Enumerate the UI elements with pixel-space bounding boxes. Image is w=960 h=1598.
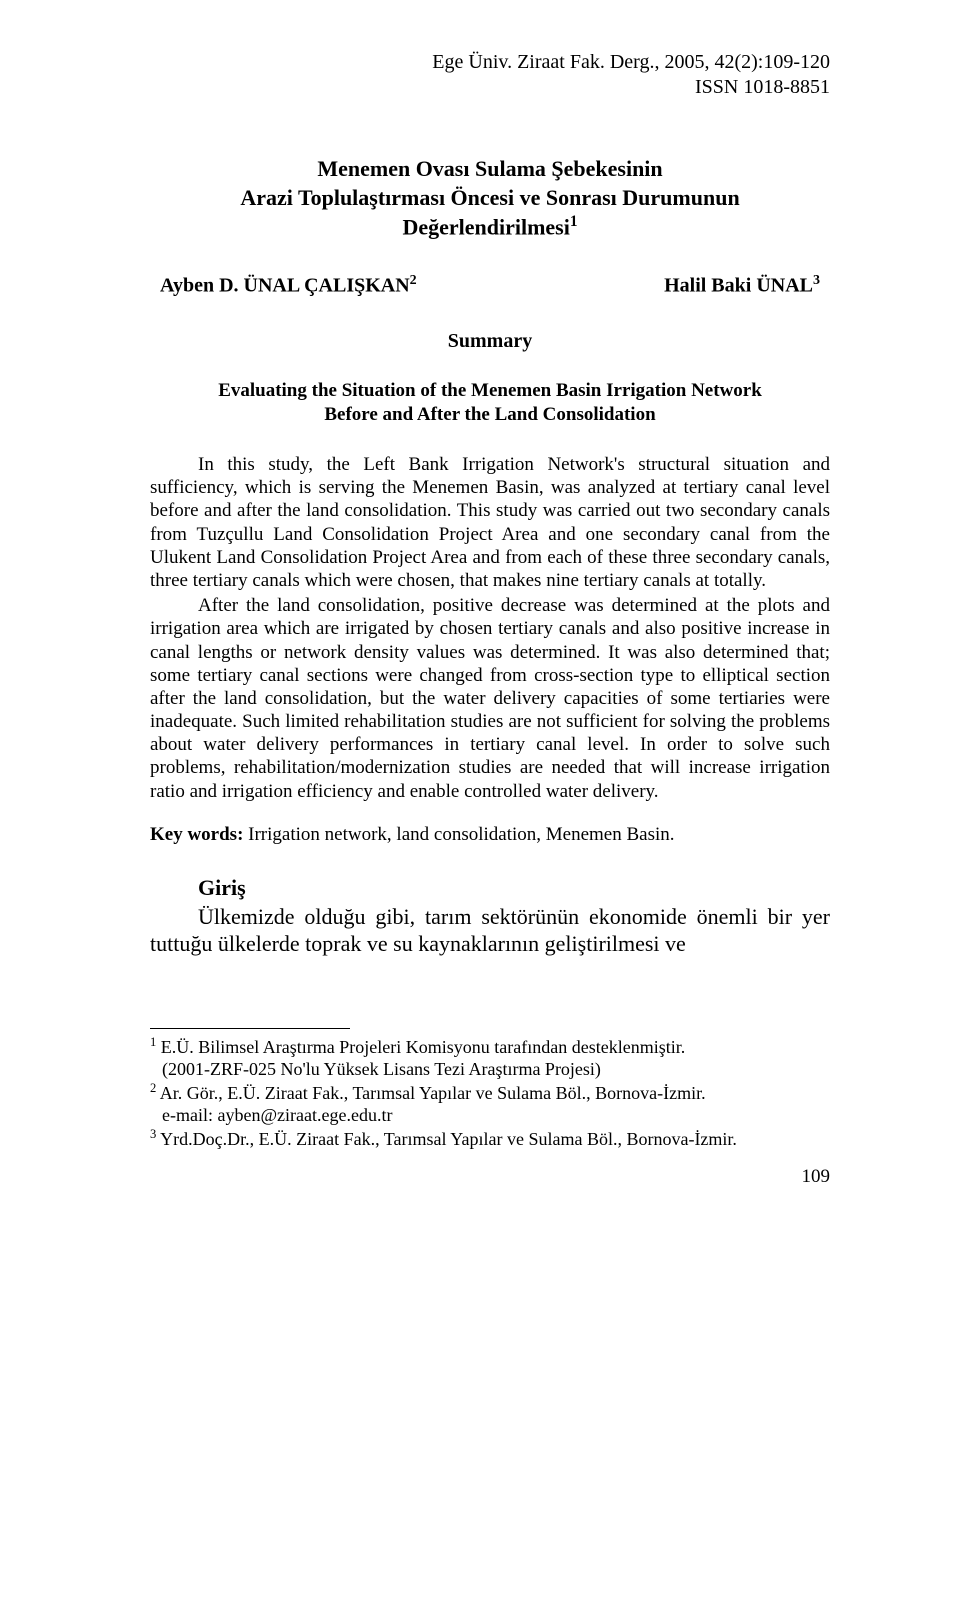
journal-header: Ege Üniv. Ziraat Fak. Derg., 2005, 42(2)… [150,50,830,100]
keywords-label: Key words: [150,824,243,845]
title-footnote-ref: 1 [570,213,578,230]
article-title: Menemen Ovası Sulama Şebekesinin Arazi T… [150,155,830,242]
abstract-para-1: In this study, the Left Bank Irrigation … [150,453,830,592]
authors-row: Ayben D. ÜNAL ÇALIŞKAN2 Halil Baki ÜNAL3 [150,272,830,299]
journal-citation: Ege Üniv. Ziraat Fak. Derg., 2005, 42(2)… [150,50,830,75]
footnote-3: 3 Yrd.Doç.Dr., E.Ü. Ziraat Fak., Tarımsa… [150,1127,830,1151]
title-line1: Menemen Ovası Sulama Şebekesinin [317,156,662,181]
summary-heading: Summary [150,329,830,354]
author-2: Halil Baki ÜNAL3 [664,272,820,299]
footnote-rule [150,1028,350,1029]
footnote-2: 2 Ar. Gör., E.Ü. Ziraat Fak., Tarımsal Y… [150,1081,830,1105]
english-subtitle: Evaluating the Situation of the Menemen … [150,379,830,428]
page-number: 109 [150,1165,830,1189]
author-1: Ayben D. ÜNAL ÇALIŞKAN2 [160,272,417,299]
journal-issn: ISSN 1018-8851 [150,75,830,100]
subtitle-line1: Evaluating the Situation of the Menemen … [218,380,762,401]
footnote-1: 1 E.Ü. Bilimsel Araştırma Projeleri Komi… [150,1035,830,1059]
giris-para: Ülkemizde olduğu gibi, tarım sektörünün … [150,904,830,958]
footnote-1-sub: (2001-ZRF-025 No'lu Yüksek Lisans Tezi A… [150,1058,830,1081]
title-line2: Arazi Toplulaştırması Öncesi ve Sonrası … [240,185,739,210]
keywords-text: Irrigation network, land consolidation, … [243,824,674,845]
subtitle-line2: Before and After the Land Consolidation [324,404,655,425]
abstract-para-2: After the land consolidation, positive d… [150,594,830,803]
title-line3: Değerlendirilmesi [402,215,569,240]
section-heading-giris: Giriş [150,874,830,902]
footnote-2-sub: e-mail: ayben@ziraat.ege.edu.tr [150,1104,830,1127]
keywords: Key words: Irrigation network, land cons… [150,823,830,847]
